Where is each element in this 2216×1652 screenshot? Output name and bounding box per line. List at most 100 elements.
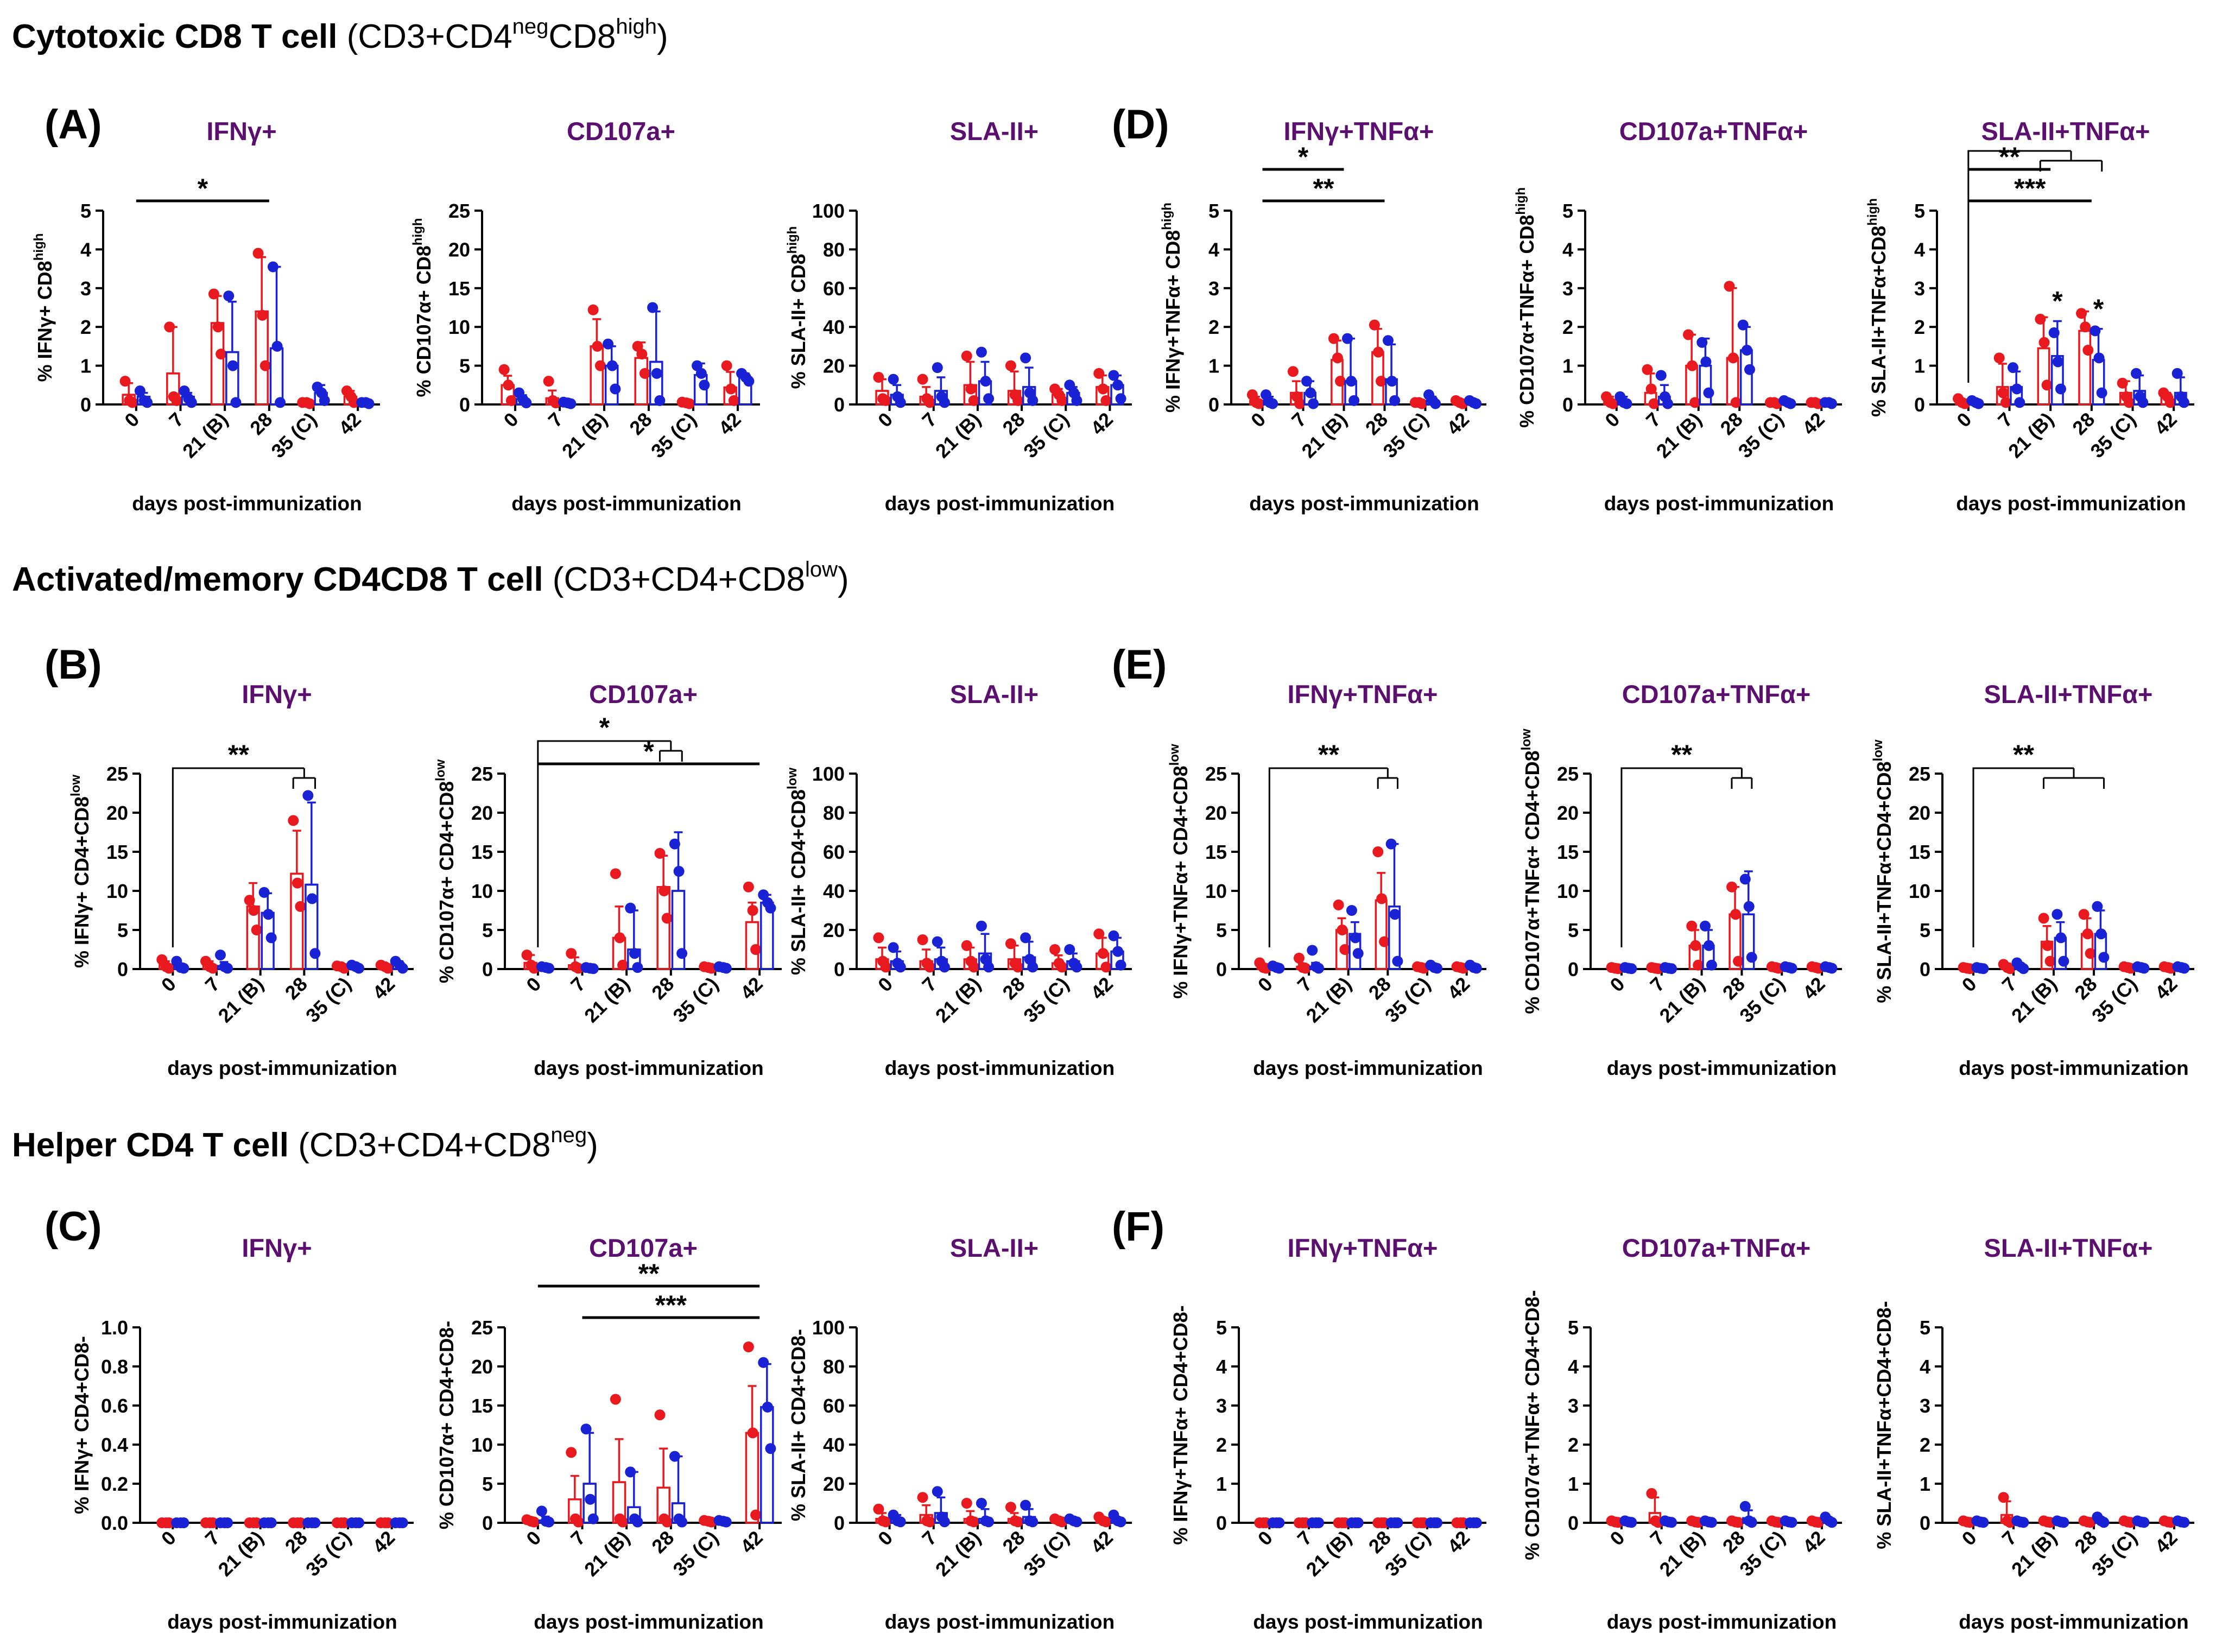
- y-axis-label-text: % SLA-II+TNFα+CD4+CD8-: [1873, 1301, 1895, 1549]
- x-tick-label: 42: [1443, 973, 1474, 1004]
- y-axis-label-sup: high: [785, 226, 800, 254]
- data-point-group2: [536, 1505, 547, 1517]
- chart-title: CD107a+TNFα+: [1622, 1233, 1811, 1262]
- y-axis-label-sup: low: [433, 759, 448, 781]
- data-point-group1: [617, 959, 629, 971]
- data-point-group2: [1743, 901, 1755, 912]
- bar-group1: [255, 310, 269, 406]
- y-tick-label: 20: [448, 238, 470, 261]
- y-tick-label: 60: [823, 841, 845, 863]
- significance-label: **: [2013, 739, 2034, 770]
- y-axis-label: % SLA-II+TNFα+CD4+CD8-: [1873, 1301, 1895, 1549]
- data-point-group2: [230, 397, 242, 408]
- data-point-group2: [1430, 398, 1441, 409]
- chart-title: SLA-II+: [950, 117, 1039, 145]
- data-point-group2: [2178, 397, 2189, 408]
- y-tick-label: 0: [1920, 958, 1930, 980]
- x-tick-label: 7: [566, 1527, 590, 1550]
- x-tick-label: 28: [1361, 408, 1392, 439]
- data-point-group1: [614, 932, 625, 944]
- data-point-group2: [1662, 398, 1674, 409]
- y-tick-label: 2: [1208, 316, 1219, 338]
- x-tick-label: 21 (B): [931, 973, 985, 1027]
- y-axis-label-sup: high: [1865, 198, 1880, 226]
- data-point-group1: [1100, 395, 1112, 406]
- data-point-group2: [1471, 1517, 1482, 1528]
- data-point-group1: [594, 360, 606, 371]
- data-point-group1: [2164, 397, 2176, 408]
- significance-bracket-arm: [2039, 151, 2103, 172]
- y-tick-label: 0: [1568, 1512, 1579, 1534]
- y-tick-label: 20: [106, 802, 128, 824]
- data-point-group1: [339, 1517, 350, 1528]
- x-tick-label: 28: [281, 973, 312, 1004]
- x-tick-label: 21 (B): [2007, 1527, 2061, 1581]
- x-tick-label: 28: [998, 408, 1029, 439]
- y-axis-label: % IFNγ+ CD8high: [31, 233, 56, 382]
- data-point-group1: [880, 961, 891, 973]
- data-point-group2: [271, 340, 283, 352]
- significance-bracket-arm: [1377, 768, 1398, 789]
- y-tick-label: 20: [471, 1356, 493, 1378]
- data-point-group2: [263, 909, 274, 920]
- y-tick-label: 10: [448, 316, 470, 338]
- data-point-group1: [654, 847, 666, 859]
- data-point-group2: [353, 963, 365, 974]
- data-point-group1: [1300, 963, 1311, 974]
- y-tick-label: 10: [1909, 880, 1930, 902]
- chart-title: SLA-II+TNFα+: [1984, 1233, 2153, 1262]
- data-point-group2: [1115, 1516, 1126, 1528]
- data-point-group2: [258, 887, 270, 898]
- data-point-group1: [1100, 961, 1112, 973]
- x-tick-label: 42: [334, 408, 365, 439]
- bar-group1: [210, 322, 225, 406]
- data-point-group2: [178, 1517, 189, 1528]
- data-point-group2: [2011, 383, 2023, 395]
- data-point-group2: [186, 397, 197, 408]
- data-point-group2: [1785, 398, 1796, 409]
- data-point-group2: [2171, 368, 2183, 379]
- data-point-group1: [1730, 397, 1742, 408]
- data-point-group2: [1108, 370, 1119, 381]
- x-tick-label: 28: [1718, 1527, 1749, 1558]
- data-point-group2: [983, 393, 995, 404]
- data-point-group2: [309, 948, 321, 959]
- data-point-group1: [1328, 333, 1339, 344]
- x-tick-label: 35 (C): [1735, 973, 1789, 1027]
- data-point-group1: [2080, 321, 2091, 333]
- data-point-group1: [1648, 398, 1660, 409]
- significance-label: *: [643, 736, 654, 767]
- data-point-group1: [1056, 961, 1068, 973]
- data-point-group1: [1339, 944, 1351, 955]
- data-point-group2: [932, 1486, 943, 1497]
- data-point-group2: [587, 963, 599, 974]
- section-title-bold: Helper CD4 T cell: [12, 1126, 298, 1164]
- data-point-group1: [521, 950, 533, 961]
- y-axis-label: % IFNγ+TNFα+ CD8high: [1160, 202, 1184, 413]
- data-point-group2: [2058, 1517, 2069, 1528]
- y-tick-label: 20: [1909, 802, 1930, 824]
- y-tick-label: 20: [823, 355, 845, 377]
- x-tick-label: 0: [120, 408, 143, 432]
- y-tick-label: 0: [1920, 1512, 1930, 1534]
- y-axis-label-text: % SLA-II+TNFα+CD4+CD8: [1873, 761, 1895, 1003]
- x-tick-label: 7: [1642, 408, 1665, 432]
- x-tick-label: 7: [917, 408, 941, 432]
- y-axis-label-sup: low: [1167, 744, 1182, 765]
- data-point-group2: [1973, 398, 1984, 409]
- data-point-group1: [1093, 368, 1105, 379]
- data-point-group2: [888, 942, 899, 953]
- data-point-group1: [661, 913, 673, 924]
- data-point-group1: [1093, 928, 1105, 940]
- y-axis-label-text: % CD107α+ CD4+CD8: [435, 781, 458, 983]
- data-point-group2: [983, 1516, 995, 1528]
- x-tick-label: 7: [917, 1527, 941, 1550]
- significance-label: **: [1671, 739, 1692, 770]
- data-point-group2: [1746, 952, 1757, 963]
